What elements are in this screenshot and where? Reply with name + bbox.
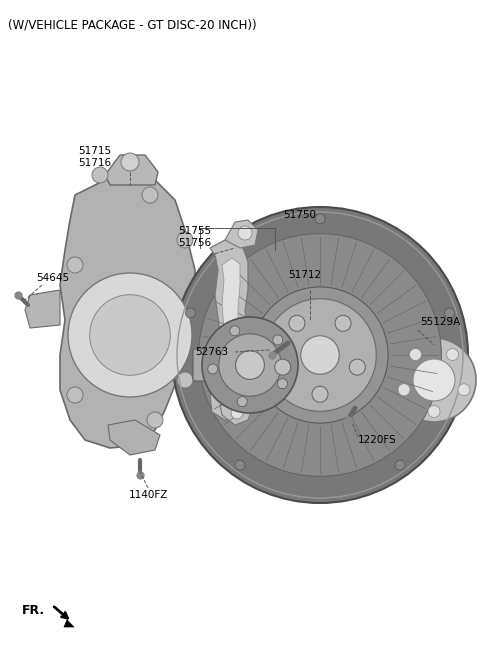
Circle shape bbox=[142, 187, 158, 203]
Circle shape bbox=[67, 387, 83, 403]
Text: 52763: 52763 bbox=[195, 347, 228, 357]
Text: (W/VEHICLE PACKAGE - GT DISC-20 INCH)): (W/VEHICLE PACKAGE - GT DISC-20 INCH)) bbox=[8, 18, 257, 31]
Circle shape bbox=[177, 372, 193, 388]
Circle shape bbox=[289, 316, 305, 331]
Polygon shape bbox=[60, 175, 195, 448]
Circle shape bbox=[121, 153, 139, 171]
Circle shape bbox=[185, 308, 195, 318]
Circle shape bbox=[312, 386, 328, 402]
Circle shape bbox=[335, 316, 351, 331]
Circle shape bbox=[67, 257, 83, 273]
Text: 1220FS: 1220FS bbox=[358, 435, 397, 445]
Polygon shape bbox=[105, 155, 158, 185]
Text: FR.: FR. bbox=[22, 604, 45, 617]
Polygon shape bbox=[218, 258, 240, 407]
Circle shape bbox=[409, 348, 421, 361]
Polygon shape bbox=[225, 220, 258, 248]
Circle shape bbox=[349, 359, 365, 375]
Circle shape bbox=[428, 405, 440, 417]
Circle shape bbox=[92, 167, 108, 183]
Circle shape bbox=[315, 214, 325, 224]
Text: 54645: 54645 bbox=[36, 273, 69, 283]
Circle shape bbox=[230, 326, 240, 336]
FancyBboxPatch shape bbox=[193, 349, 255, 381]
Circle shape bbox=[235, 460, 245, 470]
Circle shape bbox=[277, 379, 288, 389]
Circle shape bbox=[301, 336, 339, 374]
Text: 51715
51716: 51715 51716 bbox=[78, 146, 111, 168]
Circle shape bbox=[90, 295, 170, 375]
Circle shape bbox=[172, 207, 468, 503]
Text: 51750: 51750 bbox=[284, 210, 316, 220]
Circle shape bbox=[252, 287, 388, 423]
Circle shape bbox=[208, 364, 218, 374]
Circle shape bbox=[202, 317, 298, 413]
Polygon shape bbox=[210, 240, 250, 420]
Circle shape bbox=[177, 232, 193, 248]
Circle shape bbox=[458, 384, 470, 396]
Polygon shape bbox=[25, 290, 60, 328]
Text: 1140FZ: 1140FZ bbox=[128, 490, 168, 500]
Circle shape bbox=[238, 226, 252, 240]
Circle shape bbox=[237, 397, 247, 407]
Circle shape bbox=[231, 407, 243, 419]
Polygon shape bbox=[108, 420, 160, 455]
Text: 51712: 51712 bbox=[288, 270, 322, 280]
Polygon shape bbox=[220, 400, 252, 425]
Text: 55129A: 55129A bbox=[420, 317, 460, 327]
Text: 51755
51756: 51755 51756 bbox=[178, 226, 211, 248]
Circle shape bbox=[264, 298, 376, 411]
Circle shape bbox=[219, 334, 281, 396]
Circle shape bbox=[199, 234, 442, 476]
Circle shape bbox=[413, 359, 455, 401]
Circle shape bbox=[392, 338, 476, 422]
Circle shape bbox=[273, 335, 283, 345]
Circle shape bbox=[398, 384, 410, 396]
Polygon shape bbox=[64, 620, 74, 627]
Circle shape bbox=[236, 350, 264, 379]
Circle shape bbox=[275, 359, 291, 375]
Circle shape bbox=[68, 273, 192, 397]
Circle shape bbox=[147, 412, 163, 428]
Circle shape bbox=[446, 348, 458, 361]
Circle shape bbox=[444, 308, 455, 318]
Circle shape bbox=[395, 460, 405, 470]
